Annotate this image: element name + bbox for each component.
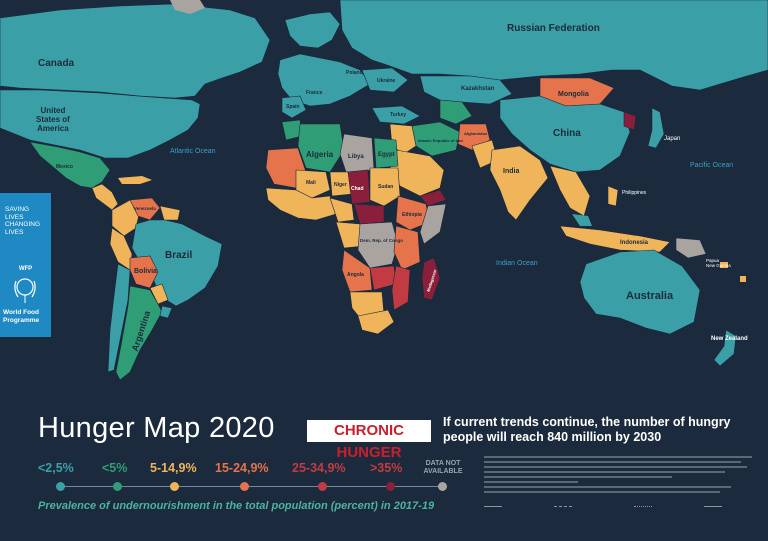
- country-russia: [339, 0, 768, 91]
- legend-label-gt35: >35%: [370, 461, 403, 475]
- country-nigeria: [329, 197, 355, 223]
- country-europe-north: [284, 11, 341, 49]
- wfp-org-name: World Food Programme: [3, 309, 40, 324]
- country-new-zealand: [713, 329, 737, 367]
- legend-dot-5-14-9: [170, 482, 179, 491]
- country-usa: [0, 89, 201, 159]
- country-png: [675, 237, 707, 259]
- country-mexico: [29, 141, 111, 189]
- headline: If current trends continue, the number o…: [443, 415, 731, 444]
- legend-dot-lt2-5: [56, 482, 65, 491]
- country-indonesia: [559, 225, 671, 253]
- fine-print-notes: [484, 456, 752, 496]
- legend-dot-gt35: [386, 482, 395, 491]
- country-australia: [579, 249, 701, 335]
- legend-label-15-24-9: 15-24,9%: [215, 461, 269, 475]
- country-yemen: [419, 189, 447, 207]
- wfp-tagline: SAVING LIVES CHANGING LIVES: [5, 206, 41, 236]
- country-west-africa: [265, 187, 337, 221]
- legend-caption: Prevalence of undernourishment in the to…: [38, 500, 435, 512]
- country-philippines: [607, 185, 619, 207]
- country-guianas: [159, 205, 181, 221]
- country-south-africa: [357, 309, 395, 335]
- world-map: [0, 0, 768, 381]
- country-malaysia: [572, 214, 592, 226]
- wfp-side-panel: SAVING LIVES CHANGING LIVES WFP World Fo…: [0, 193, 51, 337]
- country-car: [353, 203, 385, 225]
- country-somalia: [419, 203, 447, 245]
- chronic-hunger-badge: CHRONIC HUNGER: [307, 420, 431, 461]
- wfp-wreath-logo-icon: [14, 278, 36, 303]
- country-mozambique: [391, 265, 411, 311]
- boundary-key: [484, 503, 752, 517]
- legend-dot-no-data: [438, 482, 447, 491]
- country-chile: [107, 263, 131, 373]
- country-ethiopia: [395, 195, 431, 231]
- country-turkey: [371, 105, 421, 125]
- country-caribbean: [118, 176, 152, 184]
- country-ukraine: [361, 67, 409, 93]
- country-greenland: [170, 0, 205, 14]
- country-venezuela: [129, 197, 161, 221]
- country-paraguay: [149, 283, 169, 305]
- country-spain: [281, 95, 307, 119]
- legend-label-no-data: DATA NOT AVAILABLE: [423, 460, 463, 475]
- country-japan: [647, 107, 665, 149]
- country-india: [489, 145, 549, 221]
- country-libya: [339, 133, 375, 173]
- country-chad: [347, 169, 371, 205]
- legend-label-5-14-9: 5-14,9%: [150, 461, 197, 475]
- legend-label-lt5: <5%: [102, 461, 128, 475]
- legend-dot-15-24-9: [240, 482, 249, 491]
- wfp-logo-text: WFP: [18, 266, 33, 272]
- country-kazakhstan: [419, 75, 513, 105]
- country-mali: [295, 169, 331, 199]
- country-sudan: [369, 167, 401, 207]
- country-pacific-islands: [720, 262, 746, 282]
- country-argentina: [115, 285, 163, 381]
- country-uruguay: [159, 305, 173, 319]
- country-kenya-tanzania: [393, 225, 421, 271]
- country-egypt: [373, 137, 399, 169]
- country-china: [499, 95, 631, 173]
- legend-label-lt2-5: <2,5%: [38, 461, 74, 475]
- country-central-america: [91, 183, 119, 211]
- legend-dot-25-34-9: [318, 482, 327, 491]
- country-europe-west: [277, 53, 371, 107]
- page-title: Hunger Map 2020: [38, 412, 275, 444]
- legend-dot-lt5: [113, 482, 122, 491]
- country-central-asia: [439, 99, 473, 125]
- legend-line: [60, 486, 446, 487]
- legend-label-25-34-9: 25-34,9%: [292, 461, 346, 475]
- country-drc: [357, 221, 399, 269]
- country-angola: [341, 249, 373, 293]
- country-korea-dpr: [623, 111, 637, 131]
- country-madagascar: [421, 257, 441, 301]
